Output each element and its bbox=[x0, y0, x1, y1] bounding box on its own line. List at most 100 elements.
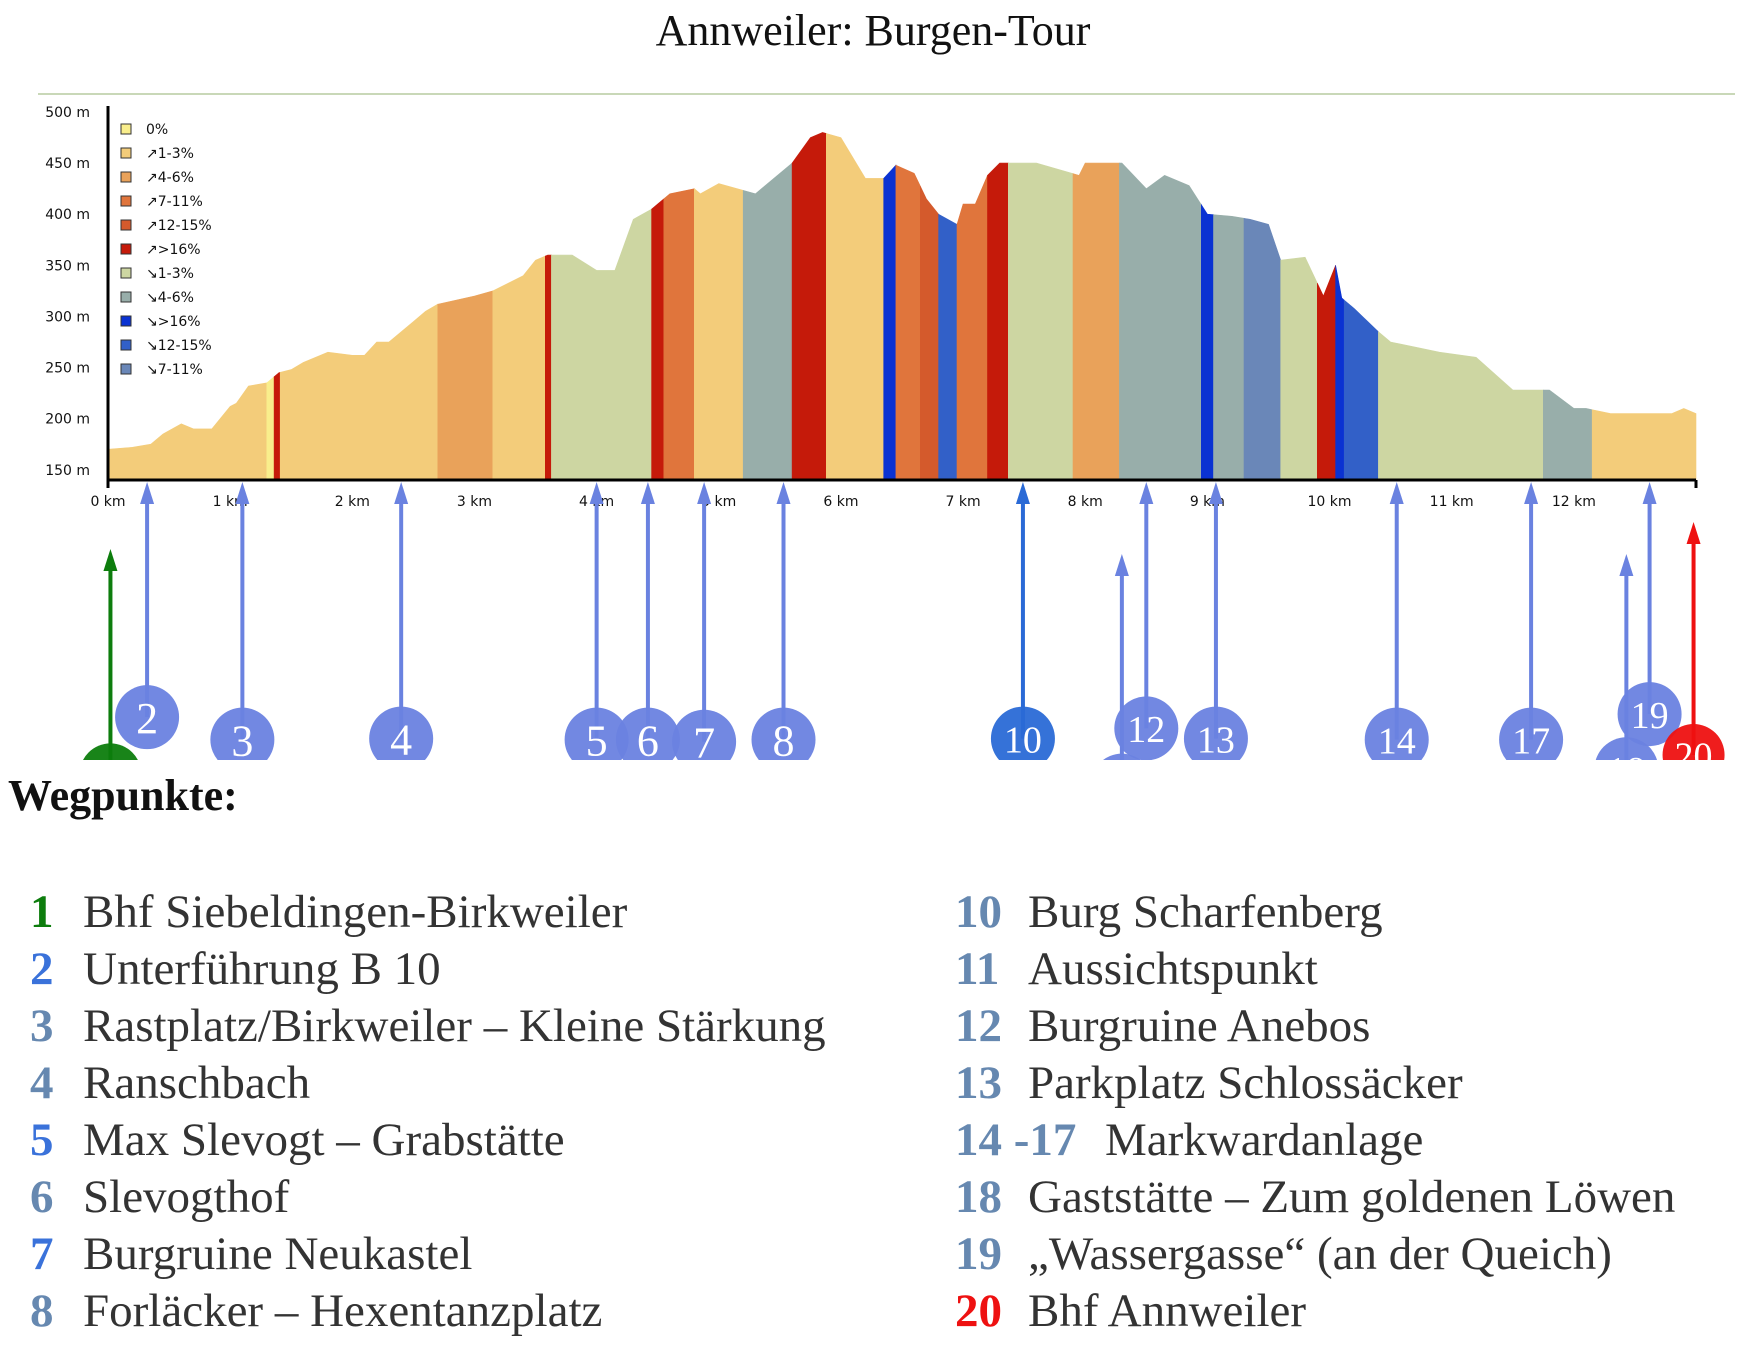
x-tick-label: 11 km bbox=[1430, 494, 1474, 510]
profile-segment bbox=[1335, 265, 1345, 481]
marker-number: 14 bbox=[1378, 720, 1416, 760]
waypoint-name: Gaststätte – Zum goldenen Löwen bbox=[1028, 1171, 1676, 1223]
arrow-up-icon bbox=[640, 482, 655, 504]
arrow-up-icon bbox=[1642, 482, 1657, 504]
marker-circle bbox=[1617, 682, 1682, 747]
profile-segment bbox=[1378, 331, 1544, 481]
waypoint-row: 12 Burgruine Anebos bbox=[955, 999, 1675, 1056]
waypoint-number: 5 bbox=[30, 1114, 54, 1166]
marker-circle bbox=[115, 685, 180, 750]
profile-segment bbox=[544, 254, 552, 481]
marker-circle bbox=[210, 707, 275, 760]
waypoint-row: 3 Rastplatz/Birkweiler – Kleine Stärkung bbox=[30, 999, 826, 1056]
profile-segment bbox=[825, 133, 885, 481]
waypoint-marker-4[interactable]: 4 bbox=[369, 482, 434, 760]
profile-segment bbox=[883, 164, 897, 481]
arrow-up-icon bbox=[1524, 482, 1539, 504]
profile-segment bbox=[919, 185, 939, 481]
waypoint-markers: 12345678101112131417181920 bbox=[79, 482, 1725, 760]
waypoint-marker-7[interactable]: 7 bbox=[672, 482, 737, 760]
waypoint-row: 6 Slevogthof bbox=[30, 1170, 826, 1227]
waypoint-marker-12[interactable]: 12 bbox=[1114, 482, 1179, 760]
legend-swatch bbox=[120, 339, 132, 351]
waypoint-marker-17[interactable]: 17 bbox=[1499, 482, 1564, 760]
marker-number: 5 bbox=[586, 716, 608, 760]
marker-circle bbox=[1114, 696, 1179, 760]
profile-area bbox=[107, 132, 1697, 481]
waypoint-marker-2[interactable]: 2 bbox=[115, 482, 180, 750]
profile-segment bbox=[1119, 162, 1202, 481]
profile-segment bbox=[1243, 217, 1281, 481]
profile-segment bbox=[663, 188, 695, 481]
waypoint-marker-1[interactable]: 1 bbox=[79, 549, 141, 760]
legend-swatch bbox=[120, 147, 132, 159]
profile-segment bbox=[266, 376, 275, 481]
waypoint-row: 7 Burgruine Neukastel bbox=[30, 1227, 826, 1284]
waypoint-marker-6[interactable]: 6 bbox=[615, 482, 680, 760]
waypoint-name: Bhf Annweiler bbox=[1028, 1285, 1307, 1337]
arrow-up-icon bbox=[1686, 522, 1701, 544]
waypoint-number: 11 bbox=[955, 943, 1000, 995]
marker-number: 2 bbox=[136, 694, 158, 743]
waypoint-marker-13[interactable]: 13 bbox=[1183, 482, 1248, 760]
legend-label: 0% bbox=[146, 122, 168, 138]
waypoint-number: 3 bbox=[30, 1000, 54, 1052]
waypoint-number: 7 bbox=[30, 1228, 54, 1280]
waypoint-marker-3[interactable]: 3 bbox=[210, 482, 275, 760]
arrow-up-icon bbox=[235, 482, 250, 504]
waypoint-marker-5[interactable]: 5 bbox=[564, 482, 629, 760]
legend-label: ↘>16% bbox=[146, 314, 201, 330]
waypoint-number: 19 bbox=[955, 1228, 1002, 1280]
marker-number: 17 bbox=[1512, 720, 1550, 760]
waypoint-number: 12 bbox=[955, 1000, 1002, 1052]
x-tick-label: 12 km bbox=[1552, 494, 1596, 510]
profile-segment bbox=[956, 175, 988, 481]
arrow-up-icon bbox=[1139, 482, 1154, 504]
legend-label: ↗1-3% bbox=[146, 146, 194, 162]
waypoint-number: 6 bbox=[30, 1171, 54, 1223]
waypoint-marker-14[interactable]: 14 bbox=[1364, 482, 1429, 760]
legend-label: ↘7-11% bbox=[146, 362, 203, 378]
marker-number: 10 bbox=[1004, 719, 1042, 760]
marker-circle bbox=[1183, 706, 1248, 760]
legend-label: ↗7-11% bbox=[146, 194, 203, 210]
x-tick-label: 3 km bbox=[457, 494, 492, 510]
waypoint-name: Max Slevogt – Grabstätte bbox=[83, 1114, 565, 1166]
y-tick-label: 150 m bbox=[45, 463, 90, 479]
profile-segment bbox=[651, 198, 665, 481]
profile-segment bbox=[895, 164, 921, 481]
x-tick-label: 2 km bbox=[335, 494, 370, 510]
legend-label: ↘12-15% bbox=[146, 338, 212, 354]
legend-swatch bbox=[120, 291, 132, 303]
waypoint-marker-10[interactable]: 10 bbox=[990, 482, 1055, 760]
marker-number: 7 bbox=[693, 719, 715, 760]
marker-number: 3 bbox=[231, 716, 253, 760]
marker-circle bbox=[751, 707, 816, 760]
arrow-up-icon bbox=[1208, 482, 1223, 504]
waypoint-name: Unterführung B 10 bbox=[83, 943, 441, 995]
waypoint-name: Parkplatz Schlossäcker bbox=[1028, 1057, 1463, 1109]
x-tick-label: 5 km bbox=[701, 494, 736, 510]
marker-circle bbox=[1364, 707, 1429, 760]
profile-segment bbox=[1007, 162, 1074, 481]
legend-swatch bbox=[120, 315, 132, 327]
waypoint-marker-19[interactable]: 19 bbox=[1617, 482, 1682, 747]
profile-segment bbox=[791, 132, 827, 481]
marker-circle bbox=[83, 743, 138, 760]
profile-segment bbox=[987, 162, 1009, 481]
waypoint-name: Bhf Siebeldingen-Birkweiler bbox=[83, 886, 628, 938]
x-tick-label: 7 km bbox=[946, 494, 981, 510]
waypoint-row: 20 Bhf Annweiler bbox=[955, 1284, 1675, 1341]
legend-swatch bbox=[120, 267, 132, 279]
legend-label: ↗12-15% bbox=[146, 218, 212, 234]
waypoint-number: 4 bbox=[30, 1057, 54, 1109]
chart-title: Annweiler: Burgen-Tour bbox=[656, 6, 1091, 55]
waypoint-row: 19 „Wassergasse“ (an der Queich) bbox=[955, 1227, 1675, 1284]
waypoint-marker-8[interactable]: 8 bbox=[751, 482, 816, 760]
marker-number: 20 bbox=[1675, 736, 1713, 760]
marker-number: 19 bbox=[1631, 695, 1669, 737]
waypoint-name: Rastplatz/Birkweiler – Kleine Stärkung bbox=[83, 1000, 826, 1052]
marker-number: 13 bbox=[1197, 719, 1235, 760]
waypoint-marker-20[interactable]: 20 bbox=[1662, 522, 1725, 760]
